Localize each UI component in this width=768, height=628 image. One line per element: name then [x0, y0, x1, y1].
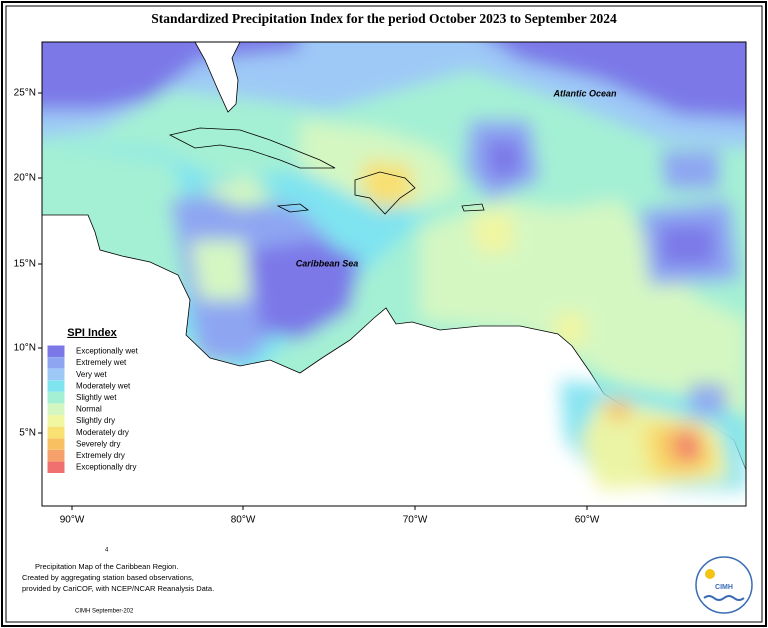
logo-text: CIMH — [715, 584, 733, 591]
legend-swatch — [47, 368, 65, 381]
lon-label: 90°W — [60, 515, 85, 526]
legend-swatch — [47, 449, 65, 462]
legend-swatch — [47, 438, 65, 450]
logo-waves — [703, 595, 745, 601]
spi-region — [690, 385, 725, 415]
legend-swatch — [47, 380, 65, 392]
legend-swatch — [47, 345, 65, 357]
legend-swatch — [47, 391, 65, 404]
place-label: Caribbean Sea — [296, 258, 359, 268]
footer-note: Created by aggregating station based obs… — [22, 573, 194, 582]
spi-region — [42, 42, 300, 110]
spi-land-field — [200, 170, 746, 490]
spi-region — [200, 170, 275, 210]
hispaniola — [354, 171, 416, 215]
legend-label: Moderately wet — [76, 381, 131, 390]
spi-region — [470, 212, 515, 255]
footer-note: Precipitation Map of the Caribbean Regio… — [35, 562, 178, 571]
legend-label: Exceptionally dry — [76, 463, 136, 472]
spi-region — [660, 225, 715, 265]
legend-swatch — [47, 415, 65, 427]
credit: CIMH September-202 — [75, 609, 134, 615]
place-label: Atlantic Ocean — [552, 88, 617, 98]
lon-label: 70°W — [403, 515, 428, 526]
lon-label: 60°W — [575, 515, 600, 526]
lat-label: 25°N — [14, 88, 36, 99]
lat-label: 5°N — [19, 428, 36, 439]
spi-region — [170, 190, 330, 360]
map — [42, 42, 746, 506]
spi-region — [420, 200, 746, 420]
spi-region — [485, 140, 522, 180]
legend-label: Extremely dry — [76, 451, 125, 460]
spi-region — [250, 240, 360, 340]
legend-swatch — [47, 403, 65, 415]
logo: CIMH — [695, 556, 753, 614]
legend-label: Severely dry — [76, 439, 120, 448]
lat-label: 20°N — [14, 173, 36, 184]
legend-label: Slightly wet — [76, 393, 117, 402]
footer-note: provided by CariCOF, with NCEP/NCAR Rean… — [22, 584, 214, 593]
legend-label: Exceptionally wet — [76, 347, 139, 356]
legend: SPI Index Exceptionally wet Extremely wet… — [47, 327, 139, 473]
legend-label: Extremely wet — [76, 358, 127, 367]
legend-label: Slightly dry — [76, 416, 115, 425]
lat-label: 15°N — [14, 259, 36, 270]
jamaica — [276, 203, 310, 213]
spi-region — [675, 430, 700, 462]
legend-swatch — [47, 357, 65, 369]
puerto-rico — [461, 203, 485, 212]
stray-mark: 4 — [105, 548, 109, 554]
legend-swatch — [47, 426, 65, 439]
spi-region — [493, 42, 746, 119]
inner-border — [5, 5, 763, 623]
legend-title: SPI Index — [67, 327, 117, 339]
spi-region — [660, 150, 720, 190]
spi-region — [555, 312, 585, 345]
cuba — [168, 127, 336, 169]
title: Standardized Precipitation Index for the… — [151, 11, 617, 26]
legend-swatch — [47, 461, 65, 473]
florida — [194, 42, 241, 113]
map-frame — [41, 41, 747, 507]
spi-region — [190, 240, 250, 300]
legend-label: Moderately dry — [76, 428, 129, 437]
logo-sun — [705, 569, 715, 579]
lon-label: 80°W — [231, 515, 256, 526]
lat-label: 10°N — [14, 343, 36, 354]
spi-region — [605, 400, 632, 420]
legend-label: Normal — [76, 405, 102, 414]
legend-label: Very wet — [76, 370, 107, 379]
